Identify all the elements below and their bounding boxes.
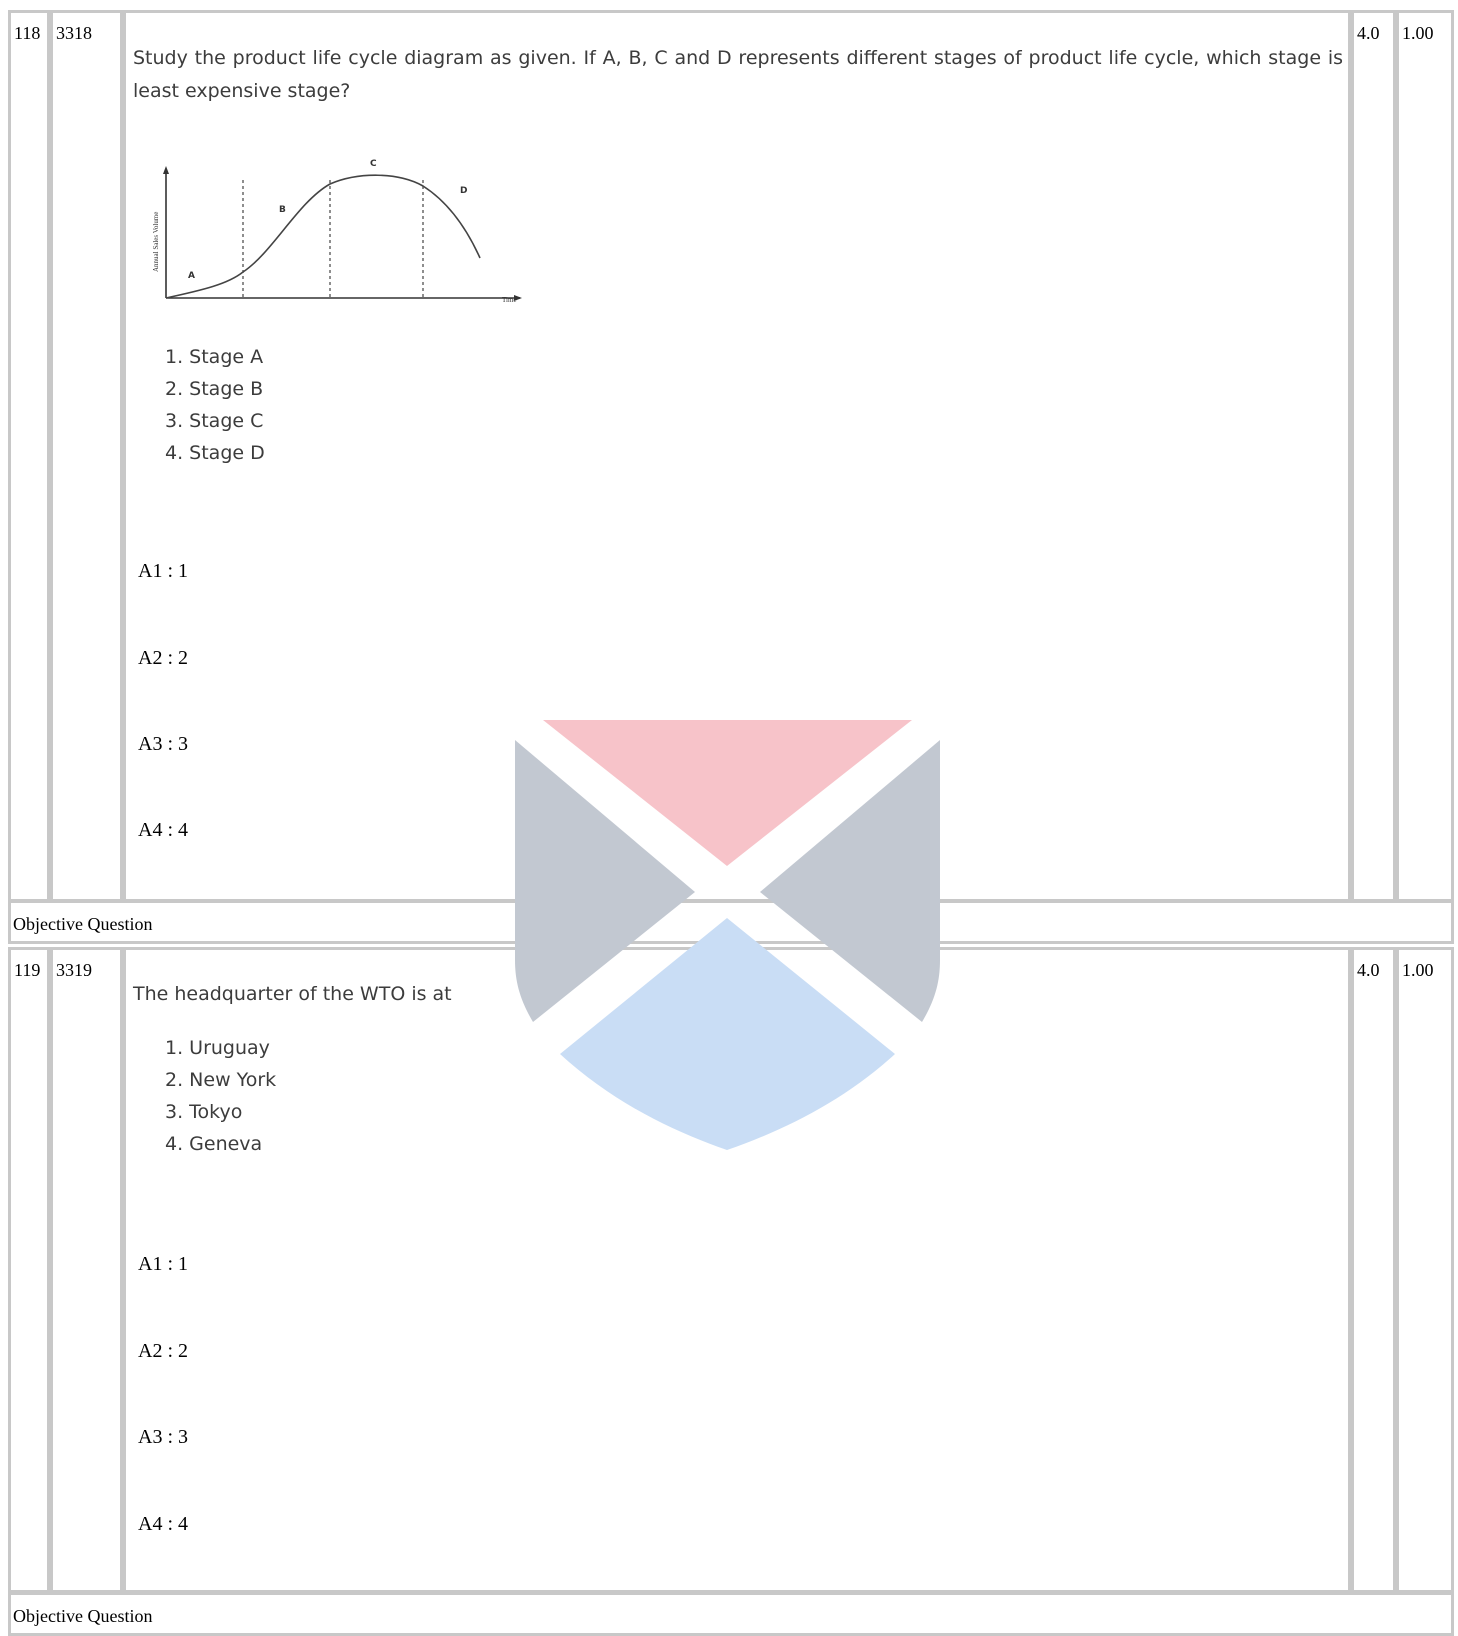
negative-marks: 1.00 [1402, 23, 1434, 43]
question-type-row: Objective Question [8, 900, 1454, 944]
question-id-cell: 3318 [50, 10, 123, 902]
stage-label-a: A [188, 271, 195, 281]
marks: 4.0 [1357, 23, 1380, 43]
answer-line: A4 : 4 [138, 819, 188, 841]
stage-label-b: B [279, 205, 286, 215]
options-list: 1. Stage A 2. Stage B 3. Stage C 4. Stag… [165, 341, 265, 469]
option-item: 1. Uruguay [165, 1037, 270, 1059]
answer-line: A2 : 2 [138, 1340, 188, 1362]
option-item: 3. Stage C [165, 410, 264, 432]
life-cycle-curve [165, 174, 481, 299]
marks-cell: 4.0 [1351, 947, 1396, 1593]
answer-line: A3 : 3 [138, 1426, 188, 1448]
answer-line: A1 : 1 [138, 1253, 188, 1275]
serial-number: 119 [14, 960, 41, 980]
question-id-cell: 3319 [50, 947, 123, 1593]
y-axis-label: Annual Sales Volume [152, 212, 160, 272]
question-body-cell [123, 947, 1351, 1593]
serial-number-cell: 118 [8, 10, 50, 902]
answer-line: A3 : 3 [138, 733, 188, 755]
question-id: 3319 [56, 960, 92, 980]
stage-label-d: D [460, 186, 467, 196]
answer-line: A2 : 2 [138, 647, 188, 669]
option-item: 3. Tokyo [165, 1101, 243, 1123]
option-item: 2. New York [165, 1069, 277, 1091]
marks: 4.0 [1357, 960, 1380, 980]
option-item: 2. Stage B [165, 378, 264, 400]
stage-label-c: C [370, 159, 377, 169]
serial-number: 118 [14, 23, 41, 43]
options-list: 1. Uruguay 2. New York 3. Tokyo 4. Genev… [165, 1032, 276, 1160]
negative-marks: 1.00 [1402, 960, 1434, 980]
marks-cell: 4.0 [1351, 10, 1396, 902]
option-item: 1. Stage A [165, 346, 264, 368]
option-item: 4. Stage D [165, 442, 265, 464]
x-axis-label: Time [502, 296, 517, 304]
answer-line: A4 : 4 [138, 1513, 188, 1535]
y-axis-arrow [163, 166, 169, 174]
option-item: 4. Geneva [165, 1133, 263, 1155]
negative-marks-cell: 1.00 [1396, 947, 1454, 1593]
answer-line: A1 : 1 [138, 560, 188, 582]
product-life-cycle-figure: Annual Sales Volume Time A B C D [152, 159, 522, 304]
question-text: Study the product life cycle diagram as … [133, 47, 1343, 102]
question-type-row: Objective Question [8, 1592, 1454, 1636]
negative-marks-cell: 1.00 [1396, 10, 1454, 902]
question-text: The headquarter of the WTO is at [133, 983, 452, 1005]
serial-number-cell: 119 [8, 947, 50, 1593]
x-axis-arrow [514, 295, 522, 301]
question-body-cell [123, 10, 1351, 902]
question-id: 3318 [56, 23, 92, 43]
